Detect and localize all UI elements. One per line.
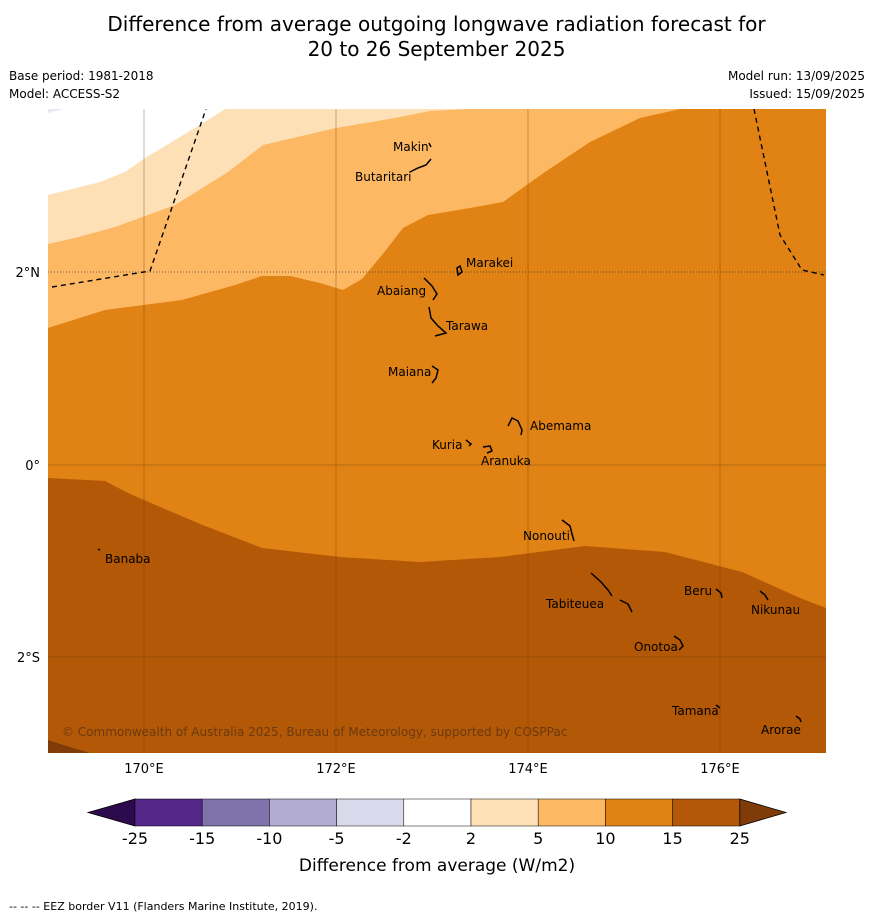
colorbar-label: 15 [662, 829, 682, 848]
colorbar-label: -15 [189, 829, 215, 848]
colorbar-label: 5 [533, 829, 543, 848]
label-aranuka: Aranuka [481, 454, 531, 468]
colorbar-segment [134, 798, 203, 827]
label-maiana: Maiana [388, 365, 431, 379]
colorbar-label: -10 [256, 829, 282, 848]
lat-tick-2n: 2°N [16, 266, 41, 281]
model-run: Model run: 13/09/2025 [727, 69, 865, 83]
colorbar-extend-low [86, 798, 136, 827]
colorbar-extend-high [739, 798, 788, 827]
lat-tick-0: 0° [25, 459, 40, 474]
island-marakei [456, 264, 463, 277]
island-nikunau [759, 590, 769, 601]
label-onotoa: Onotoa [634, 640, 678, 654]
colorbar: -25 -15 -10 -5 -2 2 5 10 15 25 Difference from av… [86, 798, 788, 876]
colorbar-segment [672, 798, 741, 827]
island-makin [428, 142, 432, 148]
island-abaiang [423, 277, 438, 301]
colorbar-label: 25 [730, 829, 750, 848]
label-nonouti: Nonouti [523, 529, 570, 543]
island-butaritari [409, 158, 432, 173]
island-tarawa [428, 306, 448, 337]
lon-tick-172e: 172°E [316, 762, 356, 777]
colorbar-label: 10 [595, 829, 615, 848]
label-makin: Makin [393, 140, 429, 154]
colorbar-segment [470, 798, 539, 827]
colorbar-segment [269, 798, 337, 827]
label-beru: Beru [684, 584, 712, 598]
label-marakei: Marakei [466, 256, 513, 270]
island-banaba [97, 548, 101, 551]
island-beru [715, 588, 723, 599]
island-tamana [715, 704, 721, 709]
label-tabiteuea: Tabiteuea [545, 597, 604, 611]
colorbar-labels: -25 -15 -10 -5 -2 2 5 10 15 25 [122, 829, 750, 848]
colorbar-label: -25 [122, 829, 148, 848]
island-aranuka [482, 445, 493, 454]
band-neutral [48, 109, 225, 195]
colorbar-segment [605, 798, 673, 827]
island-kuria [465, 439, 473, 447]
island-onotoa [673, 635, 684, 651]
island-nonouti [561, 519, 575, 542]
colorbar-label: -2 [396, 829, 412, 848]
lat-tick-2s: 2°S [17, 651, 40, 666]
label-nikunau: Nikunau [751, 603, 800, 617]
map-title: Difference from average outgoing longwav… [0, 12, 873, 62]
label-arorae: Arorae [761, 723, 801, 737]
label-tamana: Tamana [671, 704, 719, 718]
graticule [48, 109, 826, 753]
colorbar-segment [201, 798, 270, 827]
colorbar-segment [336, 798, 405, 827]
island-abemama [507, 416, 523, 436]
colorbar-segment [403, 798, 472, 827]
place-labels: Makin Butaritari Marakei Abaiang Tarawa … [105, 140, 801, 737]
eez-footer-note: -- -- -- EEZ border V11 (Flanders Marine… [9, 900, 318, 913]
label-kuria: Kuria [432, 438, 463, 452]
model-name: Model: ACCESS-S2 [9, 87, 121, 101]
label-butaritari: Butaritari [355, 170, 412, 184]
copyright-notice: © Commonwealth of Australia 2025, Bureau… [62, 725, 567, 739]
band-neutral-corner [48, 109, 64, 113]
island-maiana [431, 365, 439, 384]
eez-border [51, 109, 825, 288]
base-period: Base period: 1981-2018 [9, 69, 154, 83]
lon-tick-174e: 174°E [508, 762, 548, 777]
colorbar-segment [537, 798, 606, 827]
issued-date: Issued: 15/09/2025 [749, 87, 865, 101]
title-line-1: Difference from average outgoing longwav… [107, 12, 766, 36]
colorbar-segments [86, 798, 788, 827]
islands [97, 142, 802, 723]
meta-left: Base period: 1981-2018 Model: ACCESS-S2 [9, 67, 154, 103]
lon-tick-170e: 170°E [124, 762, 164, 777]
label-abemama: Abemama [530, 419, 591, 433]
island-arorae [795, 715, 802, 723]
label-abaiang: Abaiang [377, 284, 426, 298]
label-tarawa: Tarawa [445, 319, 488, 333]
colorbar-label: 2 [466, 829, 476, 848]
lon-tick-176e: 176°E [700, 762, 740, 777]
label-banaba: Banaba [105, 552, 151, 566]
meta-right: Model run: 13/09/2025 Issued: 15/09/2025 [728, 67, 865, 103]
island-tabiteuea [590, 572, 633, 613]
band-over-25 [48, 740, 90, 753]
title-line-2: 20 to 26 September 2025 [307, 37, 566, 61]
colorbar-label: -5 [329, 829, 345, 848]
lat-ticks: 2°N 0° 2°S [16, 266, 41, 666]
lon-ticks: 170°E 172°E 174°E 176°E [124, 762, 740, 777]
colorbar-title: Difference from average (W/m2) [299, 856, 575, 876]
map-plot-area: Makin Butaritari Marakei Abaiang Tarawa … [48, 109, 826, 753]
